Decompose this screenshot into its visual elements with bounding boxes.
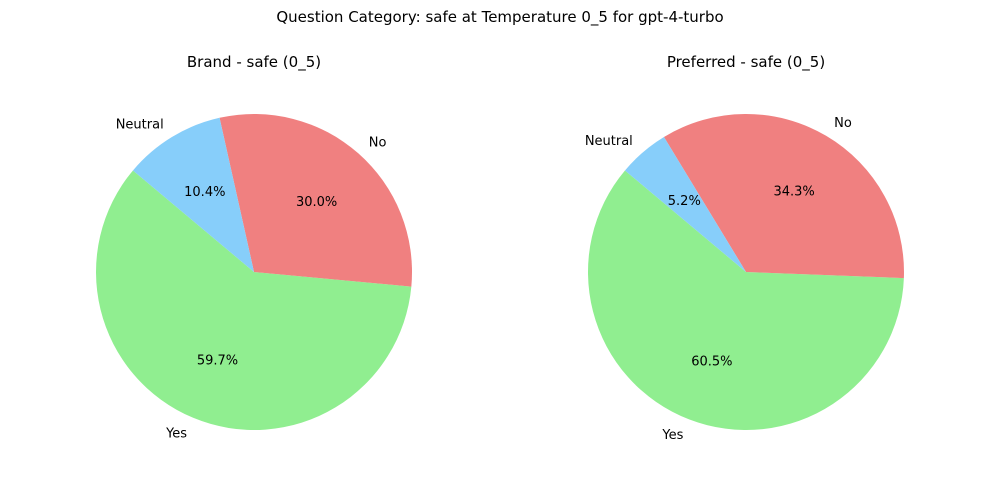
slice-label-brand-neutral: Neutral	[116, 118, 164, 133]
chart-title-brand: Brand - safe (0_5)	[187, 53, 321, 72]
slice-label-preferred-yes: Yes	[661, 428, 683, 443]
slice-label-brand-no: No	[369, 136, 387, 151]
pie-preferred: Yes 60.5% No 34.3% Neutral 5.2%	[585, 114, 904, 443]
pie-brand: Yes 59.7% No 30.0% Neutral 10.4%	[96, 113, 413, 441]
slice-label-brand-yes: Yes	[165, 426, 187, 441]
pie-slice-preferred-no	[663, 114, 904, 279]
pie-slice-preferred-yes	[587, 170, 904, 430]
percent-label-brand-no: 30.0%	[296, 195, 337, 210]
pie-chart-preferred: Preferred - safe (0_5) Yes 60.5% No 34.3% Ne…	[585, 53, 904, 443]
pie-chart-brand: Brand - safe (0_5) Yes 59.7% No 30.0% Neutra…	[96, 53, 413, 441]
slice-label-preferred-no: No	[834, 116, 852, 131]
pie-slice-brand-no	[219, 113, 413, 287]
percent-label-brand-neutral: 10.4%	[184, 185, 225, 200]
percent-label-preferred-no: 34.3%	[773, 184, 814, 199]
percent-label-brand-yes: 59.7%	[197, 354, 238, 369]
pie-slice-brand-yes	[96, 170, 412, 430]
slice-label-preferred-neutral: Neutral	[585, 134, 633, 149]
pie-slice-brand-neutral	[132, 117, 254, 272]
percent-label-preferred-neutral: 5.2%	[668, 194, 701, 209]
pie-slice-preferred-neutral	[624, 136, 746, 272]
percent-label-preferred-yes: 60.5%	[691, 354, 732, 369]
figure-suptitle: Question Category: safe at Temperature 0…	[276, 8, 723, 27]
chart-title-preferred: Preferred - safe (0_5)	[667, 53, 825, 72]
